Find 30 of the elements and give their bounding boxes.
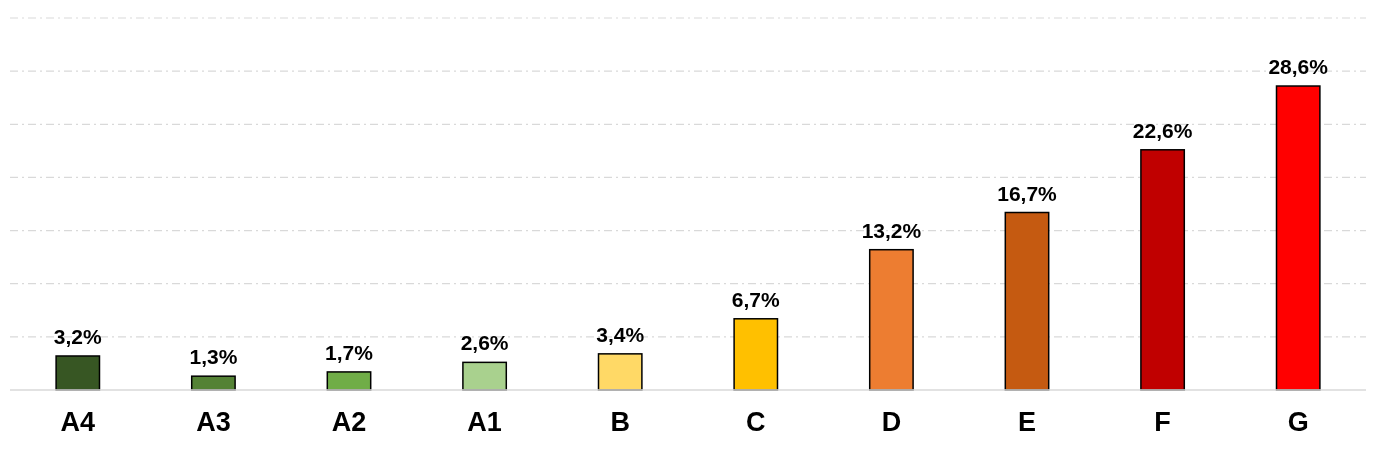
data-label: 3,4% bbox=[596, 322, 645, 346]
x-tick-label: G bbox=[1287, 407, 1309, 438]
bar bbox=[462, 361, 508, 391]
data-label: 16,7% bbox=[997, 181, 1058, 205]
bar bbox=[55, 355, 101, 391]
bar bbox=[597, 353, 643, 391]
x-tick-label: A1 bbox=[467, 407, 502, 438]
data-label: 2,6% bbox=[460, 331, 509, 355]
bar bbox=[868, 248, 914, 391]
x-tick-label: B bbox=[610, 407, 630, 438]
data-label: 3,2% bbox=[53, 324, 103, 348]
x-tick-label: C bbox=[746, 407, 766, 438]
data-label: 13,2% bbox=[861, 218, 922, 242]
x-tick-label: A4 bbox=[60, 407, 96, 438]
bar bbox=[1275, 85, 1321, 391]
bar bbox=[1140, 149, 1186, 391]
x-tick-label: A3 bbox=[196, 407, 231, 438]
bar bbox=[190, 375, 236, 391]
data-label: 6,7% bbox=[731, 287, 781, 311]
x-tick-label: A2 bbox=[331, 407, 367, 438]
data-label: 1,7% bbox=[325, 340, 374, 364]
bar bbox=[326, 371, 372, 391]
x-tick-label: D bbox=[881, 407, 902, 438]
data-label: 28,6% bbox=[1268, 55, 1329, 79]
x-tick-label: F bbox=[1154, 407, 1171, 438]
bar bbox=[1004, 211, 1050, 391]
bar bbox=[733, 318, 779, 391]
x-tick-label: E bbox=[1017, 407, 1037, 438]
data-label: 1,3% bbox=[189, 345, 238, 369]
data-label: 22,6% bbox=[1132, 118, 1193, 142]
